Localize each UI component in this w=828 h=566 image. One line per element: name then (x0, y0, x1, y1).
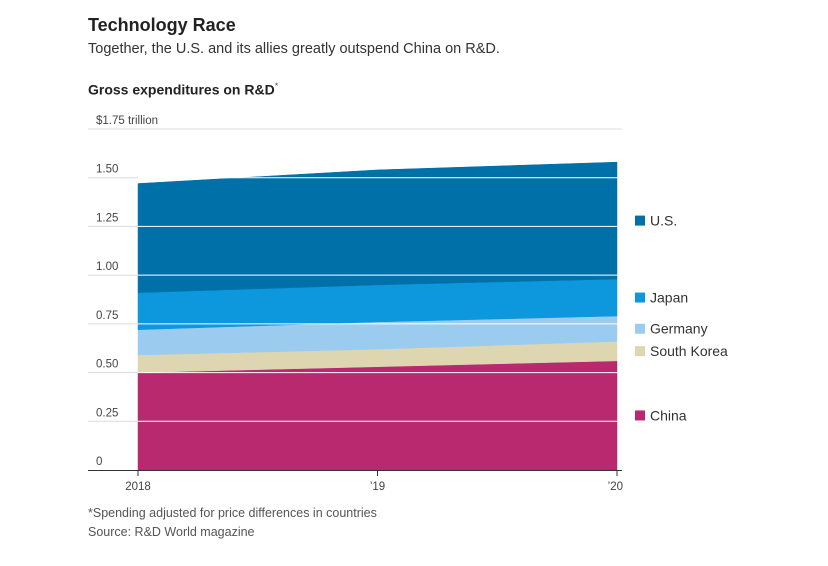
x-axis: 2018 ’19 ’20 (88, 470, 623, 493)
page-subtitle: Together, the U.S. and its allies greatl… (88, 41, 500, 57)
page-title: Technology Race (88, 15, 236, 35)
chart-title-text: Gross expenditures on R&D (88, 81, 275, 98)
area-u-s (137, 161, 618, 293)
legend-item-china: China (635, 407, 687, 423)
x-tick-label: ’19 (370, 481, 385, 493)
chart-title: Gross expenditures on R&D* (88, 81, 278, 98)
legend-item-u-s: U.S. (635, 213, 677, 229)
y-tick-label: 0.75 (96, 310, 118, 322)
area-china (137, 360, 618, 471)
y-tick-label: $1.75 trillion (96, 115, 158, 127)
legend-label: South Korea (650, 343, 728, 359)
y-tick-label: 1.00 (96, 261, 118, 273)
legend-swatch (635, 323, 645, 334)
legend-item-south-korea: South Korea (635, 343, 728, 359)
x-tick-label: 2018 (125, 481, 151, 493)
y-tick-label: 0.25 (96, 407, 118, 419)
y-tick-label: 0.50 (96, 359, 118, 371)
y-axis-labels: 0 0.25 0.50 0.75 1.00 1.25 1.50 $1.75 trillion (96, 115, 158, 468)
footnote: *Spending adjusted for price differences… (88, 506, 377, 520)
source-note: Source: R&D World magazine (88, 525, 255, 539)
x-tick-label: ’20 (608, 481, 623, 493)
legend-item-germany: Germany (635, 321, 708, 337)
y-tick-label: 0 (96, 456, 102, 468)
y-tick-label: 1.50 (96, 164, 118, 176)
chart-areas (137, 161, 618, 471)
chart-title-footnote-marker: * (274, 81, 279, 91)
legend-label: China (650, 407, 687, 423)
legend-label: Germany (650, 321, 708, 337)
chart-gridlines (88, 128, 622, 422)
legend-swatch (635, 215, 645, 226)
legend-swatch (635, 292, 645, 303)
legend-label: U.S. (650, 213, 677, 229)
legend-label: Japan (650, 290, 688, 306)
legend-item-japan: Japan (635, 290, 688, 306)
legend-swatch (635, 410, 645, 421)
y-tick-label: 1.25 (96, 212, 118, 224)
legend-swatch (635, 346, 645, 357)
chart-legend: China South Korea Germany Japan U.S. (635, 213, 728, 423)
